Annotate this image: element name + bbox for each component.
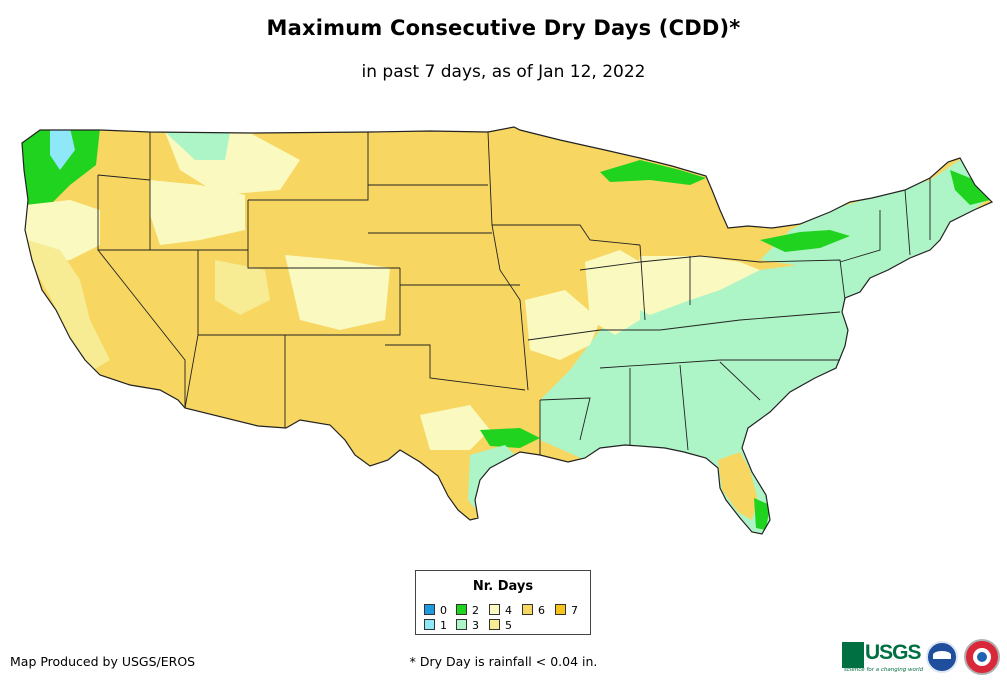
region-4-days-mid-south xyxy=(525,290,600,360)
legend-label: 7 xyxy=(571,604,578,617)
legend-swatch xyxy=(424,604,435,615)
region-4-days-idaho xyxy=(150,180,245,245)
legend-item-7: 7 xyxy=(555,604,578,617)
usgs-logo-text: USGS xyxy=(865,641,922,664)
map-producer-credit: Map Produced by USGS/EROS xyxy=(10,654,196,669)
legend-swatch xyxy=(489,604,500,615)
region-3-days-montana-north xyxy=(165,132,230,160)
legend-label: 2 xyxy=(472,604,479,617)
nws-logo-icon xyxy=(964,639,1000,675)
legend-swatch xyxy=(522,604,533,615)
region-2-days-upper-michigan xyxy=(600,160,706,185)
region-2-days-louisiana xyxy=(480,428,540,448)
region-4-days-texas xyxy=(420,405,490,450)
region-2-days-florida-southeast xyxy=(754,498,770,530)
region-1-day-washington xyxy=(50,128,75,170)
noaa-logo-icon xyxy=(926,641,958,673)
legend-swatch xyxy=(489,619,500,630)
legend-swatch xyxy=(456,604,467,615)
state-borders xyxy=(21,126,993,535)
legend-item-1: 1 xyxy=(424,619,447,632)
agency-logos: USGS science for a changing world xyxy=(842,639,1002,679)
legend-label: 6 xyxy=(538,604,545,617)
legend-label: 1 xyxy=(440,619,447,632)
page-title: Maximum Consecutive Dry Days (CDD)* xyxy=(266,16,741,40)
region-6-days-florida xyxy=(718,452,758,520)
legend-title: Nr. Days xyxy=(472,579,534,594)
legend-label: 5 xyxy=(505,619,512,632)
page-subtitle: in past 7 days, as of Jan 12, 2022 xyxy=(361,62,646,82)
region-2-days-new-york xyxy=(760,230,850,252)
dry-day-footnote: * Dry Day is rainfall < 0.04 in. xyxy=(409,654,598,669)
region-2-days-maine xyxy=(950,170,990,205)
legend-item-3: 3 xyxy=(456,619,479,632)
region-4-days-illinois xyxy=(585,250,640,335)
legend-item-2: 2 xyxy=(456,604,479,617)
legend-swatch xyxy=(555,604,566,615)
legend-label: 4 xyxy=(505,604,512,617)
legend-swatch xyxy=(424,619,435,630)
legend-label: 3 xyxy=(472,619,479,632)
legend-swatch xyxy=(456,619,467,630)
legend: Nr. Days 0 1 2 3 4 5 6 7 xyxy=(415,570,591,635)
legend-item-4: 4 xyxy=(489,604,512,617)
usgs-tagline: science for a changing world xyxy=(844,667,924,673)
usgs-wave-icon xyxy=(842,642,864,668)
legend-item-0: 0 xyxy=(424,604,447,617)
region-4-days-ohio-valley xyxy=(630,256,760,315)
legend-item-6: 6 xyxy=(522,604,545,617)
region-4-days-colorado xyxy=(285,255,390,330)
legend-item-5: 5 xyxy=(489,619,512,632)
legend-label: 0 xyxy=(440,604,447,617)
region-5-days-utah xyxy=(215,260,270,315)
region-5-days-california-coast xyxy=(28,240,110,372)
